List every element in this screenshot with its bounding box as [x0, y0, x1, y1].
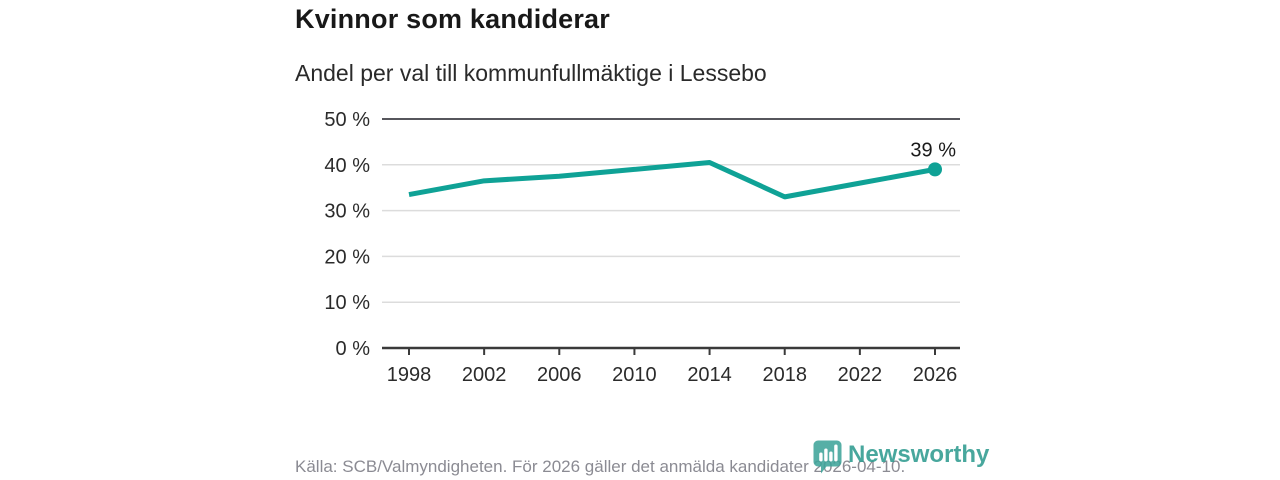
y-axis-tick-label: 30 % — [324, 201, 370, 223]
chart-title: Kvinnor som kandiderar — [295, 4, 610, 34]
data-line — [408, 160, 936, 200]
brand-name: Newsworthy — [848, 441, 990, 468]
x-axis-tick-label: 2026 — [913, 364, 958, 386]
newsworthy-bar-chart-bubble-icon — [813, 440, 842, 474]
newsworthy-logo: Newsworthy — [813, 440, 989, 474]
y-axis-tick-label: 0 % — [336, 338, 371, 360]
x-axis-tick-label: 2010 — [612, 364, 657, 386]
end-point-dot — [928, 162, 942, 177]
y-axis-tick-label: 20 % — [324, 246, 370, 268]
chart-subtitle: Andel per val till kommunfullmäktige i L… — [295, 60, 767, 86]
y-axis-tick-label: 10 % — [324, 292, 370, 314]
x-axis-tick-label: 2022 — [838, 364, 883, 386]
x-axis-tick-label: 1998 — [387, 364, 432, 386]
x-axis-tick-label: 2006 — [537, 364, 582, 386]
end-point-value-label: 39 % — [910, 139, 956, 161]
y-axis-tick-label: 50 % — [324, 109, 370, 131]
x-axis-tick-label: 2002 — [462, 364, 507, 386]
y-axis-tick-label: 40 % — [324, 155, 370, 177]
x-axis-tick-label: 2018 — [762, 364, 807, 386]
x-axis-tick-label: 2014 — [687, 364, 732, 386]
source-note: Källa: SCB/Valmyndigheten. För 2026 gäll… — [295, 457, 906, 476]
